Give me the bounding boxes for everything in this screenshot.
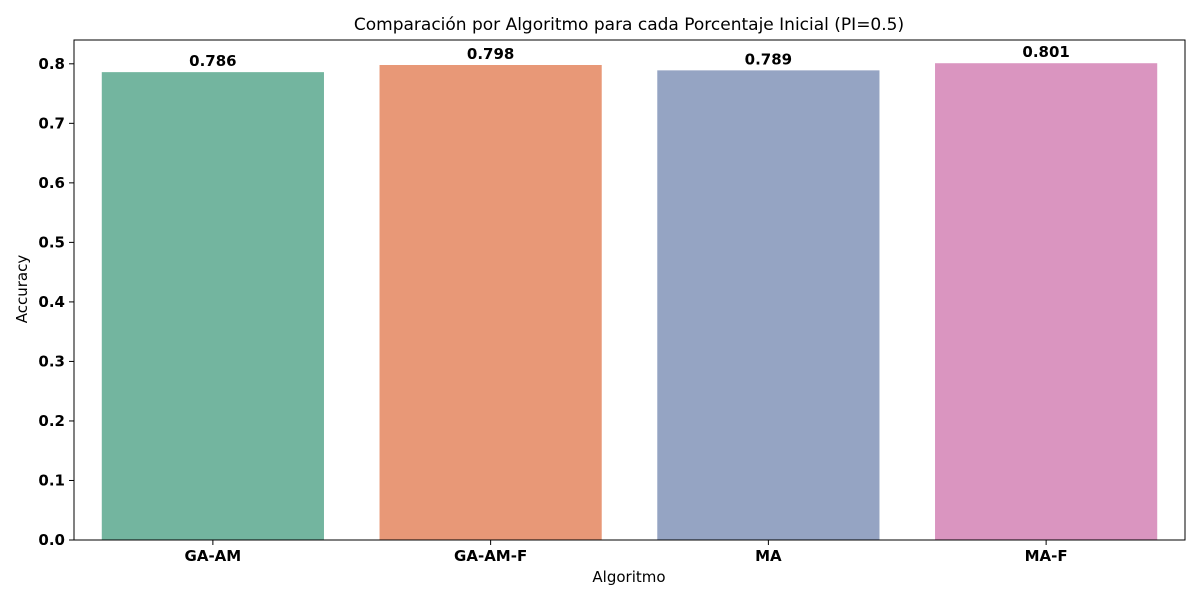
bar-ga-am [101, 72, 324, 541]
bar-value-labels: 0.786 0.798 0.789 0.801 [189, 43, 1070, 70]
y-tick-label: 0.5 [38, 233, 65, 251]
x-tick-label: MA-F [1025, 547, 1068, 565]
bar-ma-f [935, 63, 1158, 540]
x-axis: GA-AM GA-AM-F MA MA-F [185, 540, 1068, 565]
x-axis-title: Algoritmo [592, 568, 665, 586]
y-tick-label: 0.0 [38, 531, 65, 549]
x-tick-label: GA-AM-F [454, 547, 527, 565]
y-tick-label: 0.2 [38, 412, 65, 430]
bars-layer [101, 63, 1158, 541]
y-tick-label: 0.8 [38, 55, 65, 73]
bar-value-label: 0.789 [745, 50, 792, 68]
x-tick-label: MA [755, 547, 782, 565]
y-tick-label: 0.3 [38, 352, 65, 370]
y-axis: 0.0 0.1 0.2 0.3 0.4 0.5 0.6 0.7 0.8 [38, 55, 74, 549]
bar-value-label: 0.786 [189, 52, 236, 70]
y-tick-label: 0.1 [38, 471, 65, 489]
y-axis-title: Accuracy [13, 255, 31, 324]
y-tick-label: 0.7 [38, 114, 65, 132]
bar-value-label: 0.801 [1022, 43, 1069, 61]
bar-value-label: 0.798 [467, 45, 514, 63]
y-tick-label: 0.6 [38, 174, 65, 192]
bar-ma [657, 70, 880, 540]
x-tick-label: GA-AM [185, 547, 242, 565]
bar-ga-am-f [379, 65, 602, 540]
chart-title: Comparación por Algoritmo para cada Porc… [354, 15, 904, 35]
plot-border [73, 39, 1186, 541]
y-tick-label: 0.4 [38, 293, 65, 311]
plot-frame [73, 39, 1186, 541]
